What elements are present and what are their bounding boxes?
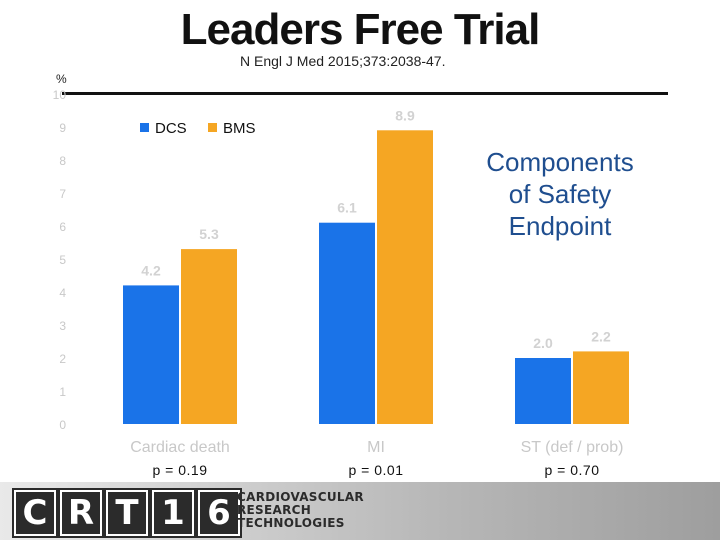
- category-label: MI: [367, 439, 385, 456]
- p-value-st: p = 0.70: [544, 462, 600, 478]
- category-label: Cardiac death: [130, 439, 230, 456]
- data-label: 2.2: [591, 328, 611, 344]
- logo-wordmark: CARDIOVASCULAR RESEARCH TECHNOLOGIES: [237, 491, 364, 530]
- bar-dcs: [515, 358, 571, 424]
- logo-text-line-1: CARDIOVASCULAR: [237, 490, 364, 504]
- bar-bms: [181, 249, 237, 424]
- citation: N Engl J Med 2015;373:2038-47.: [240, 53, 446, 69]
- bar-dcs: [319, 222, 375, 424]
- logo-letter: 1: [152, 490, 194, 536]
- bar-bms: [573, 351, 629, 424]
- crt-logo: C R T 1 6: [14, 490, 240, 536]
- data-label: 8.9: [395, 107, 415, 123]
- logo-letter: 6: [198, 490, 240, 536]
- callout-line-1: Components: [486, 147, 634, 177]
- y-tick-label: 7: [59, 187, 66, 201]
- y-tick-label: 5: [59, 253, 66, 267]
- bar-bms: [377, 130, 433, 425]
- y-tick-label: 2: [59, 352, 66, 366]
- y-tick-label: 0: [59, 418, 66, 432]
- legend-entry: DCS: [155, 120, 187, 137]
- y-tick-label: 4: [59, 286, 66, 300]
- y-tick-label: 6: [59, 220, 66, 234]
- y-tick-label: 3: [59, 319, 66, 333]
- data-label: 6.1: [337, 200, 357, 216]
- category-label: ST (def / prob): [521, 439, 624, 456]
- data-label: 4.2: [141, 262, 161, 278]
- callout-line-3: Endpoint: [508, 211, 612, 241]
- data-label: 5.3: [199, 226, 219, 242]
- data-label: 2.0: [533, 335, 553, 351]
- logo-text-line-2: RESEARCH: [237, 503, 312, 517]
- logo-letter: R: [60, 490, 102, 536]
- title-rule: [62, 92, 668, 95]
- p-value-mi: p = 0.01: [348, 462, 404, 478]
- p-value-cardiac-death: p = 0.19: [152, 462, 208, 478]
- y-tick-label: 9: [59, 121, 66, 135]
- slide-title: Leaders Free Trial: [180, 5, 541, 54]
- y-tick-label: 1: [59, 385, 66, 399]
- logo-text-line-3: TECHNOLOGIES: [237, 516, 345, 530]
- legend-entry: BMS: [223, 120, 256, 137]
- logo-letter: T: [106, 490, 148, 536]
- legend-swatch: [140, 123, 149, 132]
- y-tick-label: 8: [59, 154, 66, 168]
- bar-dcs: [123, 285, 179, 424]
- y-axis-label: %: [56, 72, 67, 86]
- y-tick-label: 10: [53, 88, 67, 102]
- components-callout: Components of Safety Endpoint: [470, 146, 650, 242]
- logo-letter: C: [14, 490, 56, 536]
- legend-swatch: [208, 123, 217, 132]
- callout-line-2: of Safety: [508, 179, 612, 209]
